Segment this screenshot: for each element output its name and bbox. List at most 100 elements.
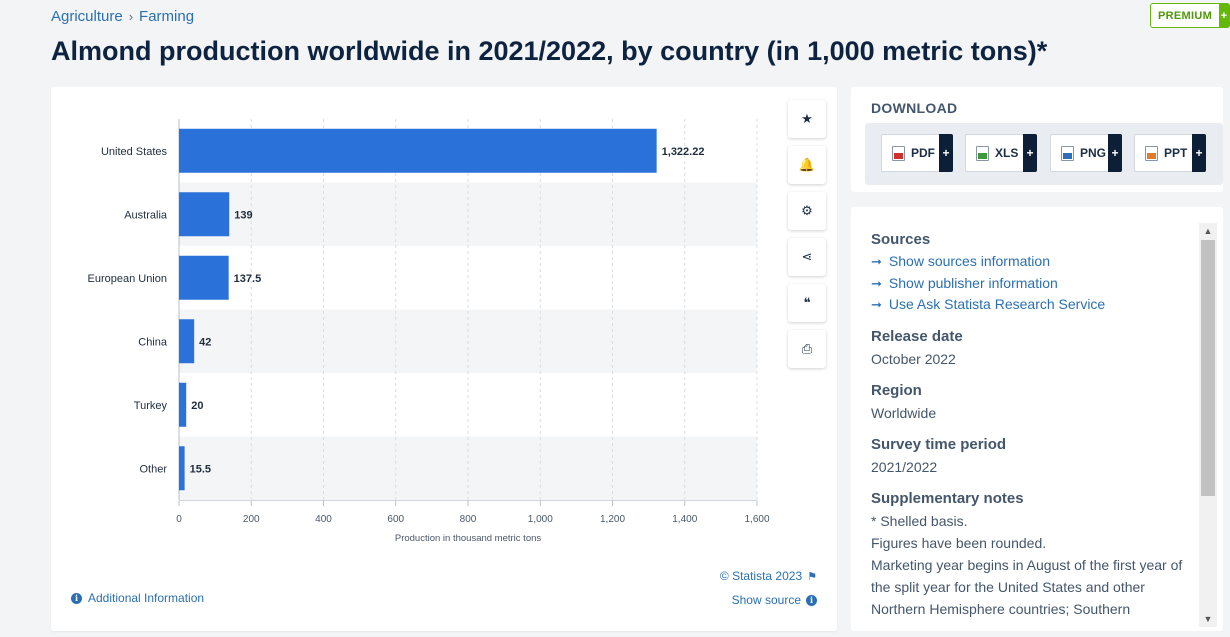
- breadcrumb-separator: ›: [128, 9, 134, 24]
- download-title: DOWNLOAD: [871, 100, 958, 116]
- x-axis-title: Production in thousand metric tons: [395, 533, 542, 544]
- download-format-label: PDF: [911, 146, 935, 160]
- download-xls-button[interactable]: XLS +: [965, 134, 1037, 172]
- value-label: 42: [199, 336, 211, 348]
- x-tick-label: 200: [243, 514, 260, 525]
- ppt-file-icon: [1145, 145, 1158, 161]
- release-date-section: Release date October 2022: [871, 328, 1199, 370]
- scroll-up-icon[interactable]: ▲: [1203, 226, 1213, 236]
- show-publisher-text: Show publisher information: [888, 274, 1058, 291]
- additional-information-link[interactable]: i Additional Information: [71, 591, 204, 605]
- value-label: 139: [234, 209, 252, 221]
- x-tick-label: 1,200: [600, 514, 625, 525]
- citation-quote-icon: ❝: [803, 295, 811, 310]
- download-pdf-button[interactable]: PDF +: [881, 134, 953, 172]
- bar: [179, 382, 187, 427]
- download-ppt-button[interactable]: PPT +: [1134, 134, 1206, 172]
- print-icon: ⎙: [801, 341, 813, 356]
- note-line: Northern Hemisphere countries; Southern: [871, 600, 1131, 617]
- value-label: 15.5: [190, 463, 211, 475]
- survey-period-value: 2021/2022: [871, 458, 938, 475]
- supplementary-notes-section: Supplementary notes * Shelled basis. Fig…: [871, 490, 1199, 620]
- release-date-value: October 2022: [871, 350, 956, 367]
- download-format-label: PNG: [1080, 146, 1107, 160]
- bar: [179, 192, 230, 237]
- download-buttons: PDF + XLS + PNG + PPT +: [865, 123, 1223, 185]
- survey-period-heading: Survey time period: [871, 435, 1007, 453]
- bar-chart: United States 1,322.22 Australia 139 Europea…: [87, 119, 770, 544]
- ask-statista-text: Use Ask Statista Research Service: [888, 296, 1106, 312]
- note-line: Marketing year begins in August of the f…: [871, 556, 1183, 573]
- value-label: 137.5: [234, 273, 262, 285]
- chart-toolbar: ★ 🔔 ⚙ ⋖ ❝ ⎙: [788, 100, 826, 368]
- region-section: Region Worldwide: [871, 382, 1199, 424]
- plus-icon[interactable]: +: [1023, 134, 1037, 172]
- info-icon: i: [806, 594, 817, 606]
- settings-gear-icon: ⚙: [801, 203, 813, 218]
- sources-section: Sources ➞ Show sources information ➞ Show …: [871, 231, 1199, 316]
- breadcrumb-link-agriculture[interactable]: Agriculture: [51, 8, 123, 25]
- favorite-star-button[interactable]: ★: [788, 100, 826, 138]
- category-label: Other: [139, 463, 167, 475]
- category-label: Turkey: [134, 400, 168, 412]
- print-button[interactable]: ⎙: [788, 330, 826, 368]
- show-source-link[interactable]: Show source i: [732, 593, 817, 607]
- x-tick-label: 600: [387, 514, 404, 525]
- scroll-down-icon[interactable]: ▼: [1203, 614, 1213, 624]
- page-title: Almond production worldwide in 2021/2022…: [51, 36, 1048, 66]
- chart-card: United States 1,322.22 Australia 139 Europea…: [51, 87, 837, 631]
- plus-icon[interactable]: +: [939, 134, 953, 172]
- bar: [179, 255, 229, 300]
- flag-icon: ⚑: [807, 570, 817, 583]
- value-label: 20: [191, 400, 203, 412]
- breadcrumb-link-farming[interactable]: Farming: [139, 8, 195, 25]
- notification-bell-button[interactable]: 🔔: [788, 146, 826, 184]
- scrollbar-thumb[interactable]: [1201, 240, 1215, 496]
- plus-icon[interactable]: +: [1108, 134, 1122, 172]
- share-button[interactable]: ⋖: [788, 238, 826, 276]
- bar: [179, 319, 195, 364]
- value-label: 1,322.22: [662, 146, 705, 158]
- info-panel: Sources ➞ Show sources information ➞ Show …: [851, 207, 1223, 631]
- show-source-text: Show source: [731, 593, 801, 607]
- bar: [179, 446, 185, 491]
- supplementary-notes-heading: Supplementary notes: [871, 489, 1024, 507]
- category-label: Australia: [124, 209, 168, 221]
- release-date-heading: Release date: [871, 327, 963, 345]
- download-png-button[interactable]: PNG +: [1050, 134, 1122, 172]
- breadcrumb: Agriculture › Farming: [51, 8, 194, 25]
- x-tick-label: 800: [460, 514, 477, 525]
- region-heading: Region: [871, 381, 922, 399]
- plus-icon[interactable]: +: [1192, 134, 1206, 172]
- download-format-label: XLS: [995, 146, 1019, 160]
- favorite-star-icon: ★: [801, 111, 813, 126]
- arrow-right-icon: ➞: [871, 254, 882, 269]
- note-line: the split year for the United States and…: [871, 578, 1145, 595]
- category-label: United States: [101, 146, 168, 158]
- arrow-right-icon: ➞: [871, 275, 882, 291]
- category-label: China: [138, 336, 168, 348]
- region-value: Worldwide: [871, 404, 937, 421]
- x-tick-label: 1,000: [528, 514, 553, 525]
- info-scroll-area: Sources ➞ Show sources information ➞ Show …: [851, 207, 1199, 631]
- citation-quote-button[interactable]: ❝: [788, 284, 826, 322]
- show-publisher-link[interactable]: ➞ Show publisher information: [871, 273, 1199, 295]
- notification-bell-icon: 🔔: [798, 157, 816, 172]
- x-tick-label: 1,400: [672, 514, 697, 525]
- statista-copyright[interactable]: © Statista 2023 ⚑: [720, 569, 817, 583]
- note-line: Figures have been rounded.: [871, 534, 1047, 551]
- x-tick-label: 1,600: [744, 514, 769, 525]
- premium-badge[interactable]: PREMIUM +: [1150, 3, 1230, 28]
- show-sources-link[interactable]: ➞ Show sources information: [871, 251, 1199, 273]
- survey-period-section: Survey time period 2021/2022: [871, 436, 1199, 478]
- settings-gear-button[interactable]: ⚙: [788, 192, 826, 230]
- pdf-file-icon: [892, 145, 905, 161]
- download-panel: DOWNLOAD PDF + XLS + PNG + PPT +: [851, 87, 1223, 192]
- ask-statista-link[interactable]: ➞ Use Ask Statista Research Service: [871, 294, 1199, 316]
- download-format-label: PPT: [1164, 146, 1188, 160]
- note-line: * Shelled basis.: [871, 512, 968, 529]
- share-icon: ⋖: [801, 249, 813, 264]
- info-scrollbar[interactable]: ▲ ▼: [1199, 223, 1217, 627]
- show-sources-text: Show sources information: [888, 253, 1050, 269]
- png-file-icon: [1061, 145, 1074, 161]
